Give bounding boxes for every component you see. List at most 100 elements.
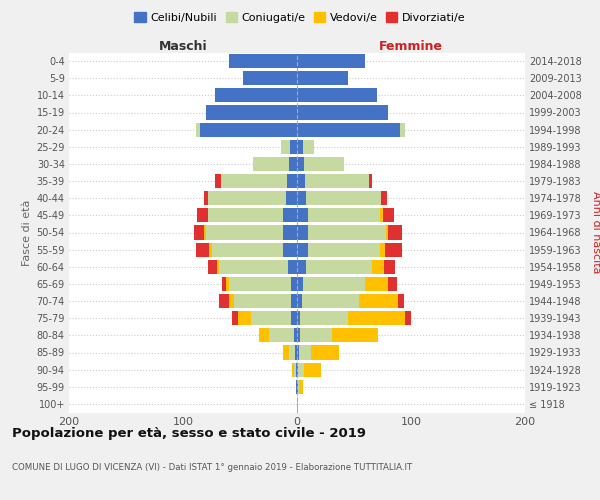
Bar	[222, 277, 226, 291]
Bar	[220, 260, 288, 274]
Bar	[372, 260, 383, 274]
Bar	[229, 54, 297, 68]
Bar	[287, 174, 297, 188]
Bar	[297, 260, 306, 274]
Bar	[298, 380, 299, 394]
Bar	[269, 328, 293, 342]
Bar	[306, 260, 372, 274]
Bar	[303, 277, 365, 291]
Bar	[229, 294, 234, 308]
Bar	[200, 122, 297, 136]
Bar	[304, 362, 321, 376]
Bar	[297, 362, 298, 376]
Bar	[203, 191, 208, 205]
Bar	[251, 311, 292, 325]
Legend: Celibi/Nubili, Coniugati/e, Vedovi/e, Divorziati/e: Celibi/Nubili, Coniugati/e, Vedovi/e, Di…	[130, 8, 470, 28]
Bar	[383, 260, 395, 274]
Bar	[304, 157, 344, 171]
Bar	[297, 346, 299, 360]
Bar	[297, 380, 298, 394]
Bar	[206, 106, 297, 120]
Bar	[297, 106, 388, 120]
Bar	[244, 71, 297, 85]
Text: Popolazione per età, sesso e stato civile - 2019: Popolazione per età, sesso e stato civil…	[12, 428, 366, 440]
Bar	[292, 277, 297, 291]
Bar	[359, 294, 398, 308]
Bar	[288, 260, 297, 274]
Bar	[259, 328, 269, 342]
Bar	[289, 346, 295, 360]
Bar	[306, 191, 382, 205]
Bar	[297, 174, 305, 188]
Bar	[297, 277, 303, 291]
Bar	[196, 122, 200, 136]
Bar	[299, 346, 311, 360]
Bar	[297, 328, 301, 342]
Bar	[290, 140, 297, 154]
Bar	[301, 311, 348, 325]
Bar	[296, 362, 297, 376]
Text: Maschi: Maschi	[158, 40, 208, 54]
Bar	[281, 140, 290, 154]
Bar	[299, 380, 303, 394]
Bar	[197, 208, 208, 222]
Bar	[301, 328, 332, 342]
Bar	[226, 277, 229, 291]
Bar	[297, 71, 348, 85]
Text: Femmine: Femmine	[379, 40, 443, 54]
Bar	[235, 294, 292, 308]
Bar	[308, 242, 380, 256]
Bar	[348, 311, 406, 325]
Bar	[297, 191, 306, 205]
Bar	[238, 311, 251, 325]
Bar	[292, 294, 297, 308]
Bar	[297, 397, 298, 411]
Bar	[296, 380, 297, 394]
Bar	[208, 208, 283, 222]
Bar	[308, 208, 380, 222]
Bar	[217, 260, 220, 274]
Bar	[297, 88, 377, 102]
Bar	[380, 208, 383, 222]
Bar	[292, 362, 293, 376]
Bar	[208, 260, 217, 274]
Bar	[297, 242, 308, 256]
Bar	[406, 311, 411, 325]
Bar	[398, 294, 404, 308]
Bar	[221, 174, 287, 188]
Bar	[332, 328, 378, 342]
Bar	[308, 226, 386, 239]
Bar	[283, 226, 297, 239]
Bar	[298, 362, 304, 376]
Bar	[293, 362, 296, 376]
Bar	[400, 122, 406, 136]
Bar	[297, 140, 303, 154]
Bar	[283, 208, 297, 222]
Bar	[283, 346, 289, 360]
Bar	[215, 88, 297, 102]
Bar	[385, 242, 402, 256]
Bar	[388, 277, 397, 291]
Bar	[386, 226, 388, 239]
Bar	[206, 226, 283, 239]
Bar	[229, 277, 292, 291]
Bar	[212, 242, 283, 256]
Bar	[209, 242, 212, 256]
Bar	[215, 174, 221, 188]
Bar	[365, 277, 388, 291]
Bar	[220, 294, 229, 308]
Bar	[253, 157, 289, 171]
Bar	[203, 226, 206, 239]
Bar	[383, 208, 394, 222]
Text: COMUNE DI LUGO DI VICENZA (VI) - Dati ISTAT 1° gennaio 2019 - Elaborazione TUTTI: COMUNE DI LUGO DI VICENZA (VI) - Dati IS…	[12, 462, 412, 471]
Y-axis label: Anni di nascita: Anni di nascita	[592, 191, 600, 274]
Bar	[297, 54, 365, 68]
Bar	[297, 294, 302, 308]
Bar	[302, 294, 359, 308]
Bar	[297, 208, 308, 222]
Bar	[283, 242, 297, 256]
Bar	[380, 242, 385, 256]
Bar	[293, 328, 297, 342]
Bar	[311, 346, 339, 360]
Bar	[297, 122, 400, 136]
